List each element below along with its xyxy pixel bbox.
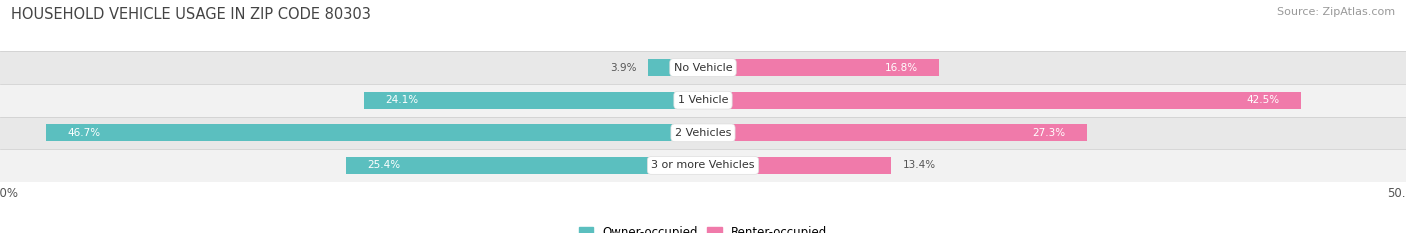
Bar: [46, 124, 703, 141]
Bar: [703, 92, 1301, 109]
Text: 24.1%: 24.1%: [385, 95, 419, 105]
Text: 13.4%: 13.4%: [903, 161, 936, 170]
Bar: [0, 149, 1406, 182]
Text: 25.4%: 25.4%: [367, 161, 401, 170]
Text: 27.3%: 27.3%: [1032, 128, 1066, 138]
Bar: [0, 116, 1406, 149]
Text: 3.9%: 3.9%: [610, 63, 637, 72]
Text: 3 or more Vehicles: 3 or more Vehicles: [651, 161, 755, 170]
Text: 46.7%: 46.7%: [67, 128, 101, 138]
Text: HOUSEHOLD VEHICLE USAGE IN ZIP CODE 80303: HOUSEHOLD VEHICLE USAGE IN ZIP CODE 8030…: [11, 7, 371, 22]
Text: 42.5%: 42.5%: [1246, 95, 1279, 105]
Text: 16.8%: 16.8%: [884, 63, 918, 72]
Bar: [346, 157, 703, 174]
Bar: [0, 51, 1406, 84]
Bar: [0, 84, 1406, 116]
Text: 2 Vehicles: 2 Vehicles: [675, 128, 731, 138]
Bar: [703, 59, 939, 76]
Bar: [364, 92, 703, 109]
Legend: Owner-occupied, Renter-occupied: Owner-occupied, Renter-occupied: [574, 221, 832, 233]
Text: 1 Vehicle: 1 Vehicle: [678, 95, 728, 105]
Bar: [703, 157, 891, 174]
Text: Source: ZipAtlas.com: Source: ZipAtlas.com: [1277, 7, 1395, 17]
Text: No Vehicle: No Vehicle: [673, 63, 733, 72]
Bar: [703, 124, 1087, 141]
Bar: [648, 59, 703, 76]
